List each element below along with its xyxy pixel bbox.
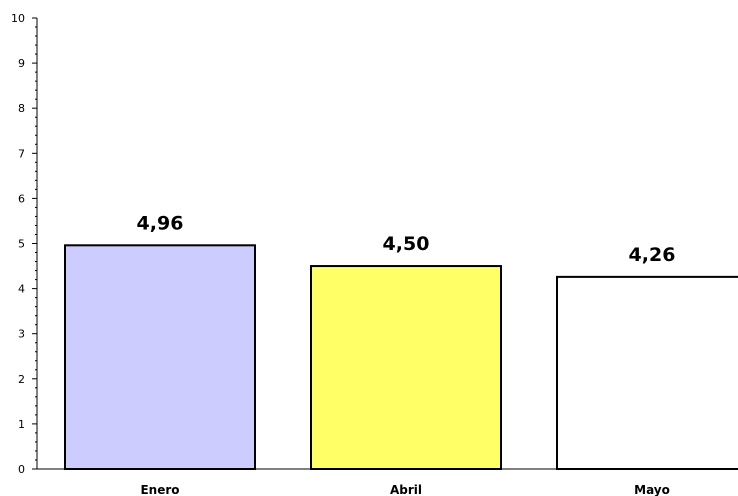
y-tick-label: 5 — [18, 238, 25, 251]
y-tick-label: 2 — [18, 373, 25, 386]
y-tick-label: 1 — [18, 418, 25, 431]
category-label: Enero — [140, 483, 179, 496]
category-label: Mayo — [634, 483, 670, 496]
bar-enero — [64, 244, 256, 470]
bar-abril — [310, 265, 502, 470]
y-tick-label: 8 — [18, 102, 25, 115]
data-label: 4,26 — [629, 244, 676, 266]
y-tick-label: 10 — [11, 12, 25, 25]
y-tick-label: 3 — [18, 328, 25, 341]
x-axis-labels: Enero Abril Mayo — [140, 483, 669, 496]
y-tick-label: 9 — [18, 57, 25, 70]
category-label: Abril — [390, 483, 422, 496]
y-tick-label: 6 — [18, 192, 25, 205]
data-label: 4,50 — [383, 233, 430, 255]
y-tick-label: 0 — [18, 463, 25, 476]
bar-mayo — [556, 275, 738, 470]
data-labels: 4,96 4,50 4,26 — [137, 212, 676, 266]
y-tick-label: 7 — [18, 147, 25, 160]
bars — [64, 244, 738, 470]
data-label: 4,96 — [137, 212, 184, 234]
y-tick-label: 4 — [18, 283, 25, 296]
